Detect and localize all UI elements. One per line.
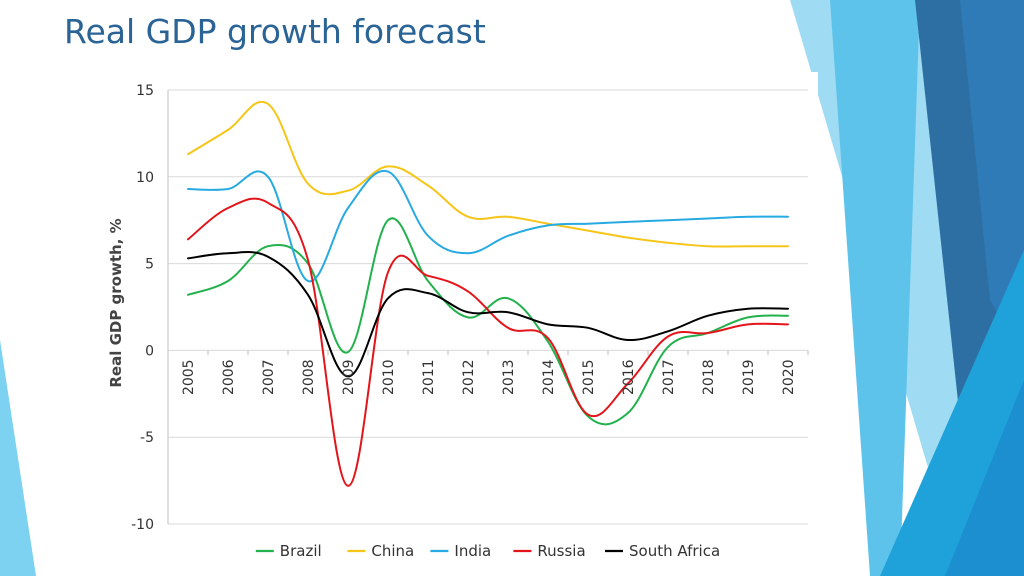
x-tick-label: 2011 <box>421 359 437 395</box>
x-tick-label: 2017 <box>661 359 677 395</box>
x-tick-label: 2006 <box>221 359 237 395</box>
x-tick-label: 2013 <box>501 359 517 395</box>
y-tick-label: 10 <box>136 170 154 186</box>
x-tick-label: 2019 <box>741 359 757 395</box>
y-tick-label: -10 <box>131 517 154 533</box>
y-tick-label: 0 <box>145 343 154 359</box>
y-tick-label: 15 <box>136 83 154 99</box>
slide-title: Real GDP growth forecast <box>64 12 486 51</box>
series-line-brazil <box>187 217 789 426</box>
y-axis-label: Real GDP growth, % <box>107 218 125 387</box>
series-line-south-africa <box>187 251 789 378</box>
x-tick-label: 2007 <box>261 359 277 395</box>
right-accent-shape-4 <box>960 0 1024 360</box>
series-line-india <box>187 169 789 283</box>
x-tick-label: 2014 <box>541 359 557 395</box>
legend-label-china: China <box>371 542 414 560</box>
legend-label-india: India <box>454 542 491 560</box>
x-tick-label: 2008 <box>301 359 317 395</box>
x-tick-label: 2016 <box>621 359 637 395</box>
y-tick-label: -5 <box>140 430 154 446</box>
x-tick-label: 2018 <box>701 359 717 395</box>
series-line-china <box>187 100 789 248</box>
legend-label-russia: Russia <box>537 542 585 560</box>
y-tick-label: 5 <box>145 257 154 273</box>
series-line-russia <box>187 197 789 487</box>
right-accent-shape-2 <box>830 0 920 576</box>
right-accent-shape-6 <box>945 380 1024 576</box>
x-tick-label: 2010 <box>381 359 397 395</box>
x-tick-label: 2012 <box>461 359 477 395</box>
x-tick-label: 2009 <box>341 359 357 395</box>
legend-label-south-africa: South Africa <box>629 542 720 560</box>
chart-panel-background <box>90 72 818 576</box>
x-tick-label: 2015 <box>581 359 597 395</box>
x-tick-label: 2020 <box>781 359 797 395</box>
left-accent-shape <box>0 340 36 576</box>
legend-label-brazil: Brazil <box>280 542 322 560</box>
x-tick-label: 2005 <box>181 359 197 395</box>
